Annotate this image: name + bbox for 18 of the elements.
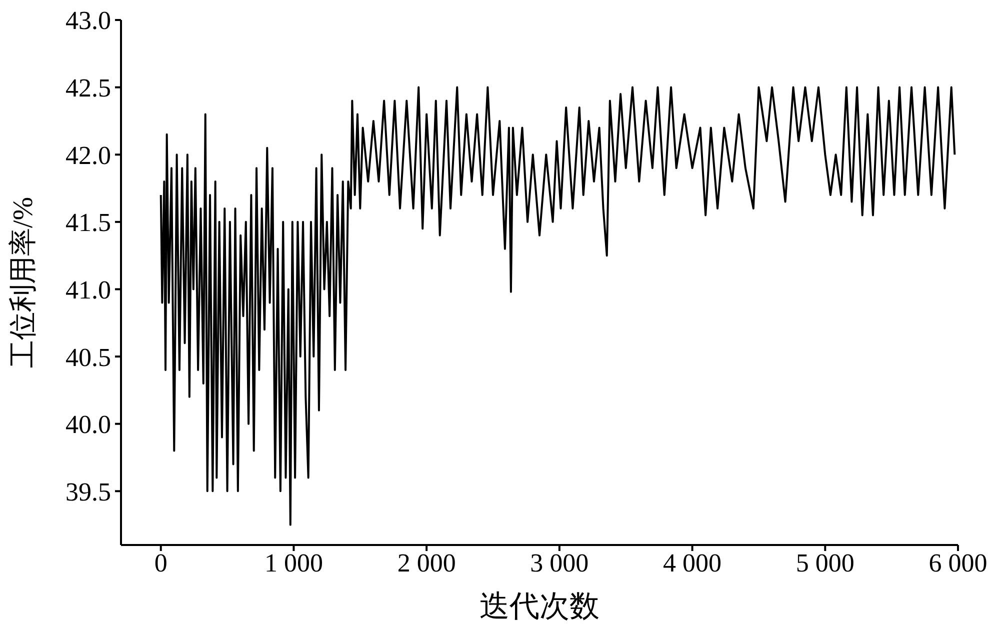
x-axis-title: 迭代次数 — [480, 590, 600, 623]
y-tick-label: 42.5 — [66, 74, 111, 103]
x-tick-label: 0 — [154, 548, 168, 578]
x-tick-label: 3 000 — [530, 548, 589, 578]
x-tick-label: 2 000 — [397, 548, 456, 578]
x-tick-label: 6 000 — [928, 548, 988, 578]
x-tick-label: 4 000 — [663, 548, 722, 578]
y-tick-label: 40.0 — [66, 410, 111, 440]
x-tick-label: 5 000 — [796, 548, 854, 578]
x-tick-label: 1 000 — [264, 548, 323, 578]
y-tick-label: 41.5 — [66, 208, 111, 238]
y-tick-label: 42.0 — [66, 140, 111, 170]
y-axis-title: 工位利用率/% — [8, 196, 39, 368]
y-tick-label: 39.5 — [66, 477, 111, 506]
y-tick-label: 40.5 — [66, 342, 111, 372]
line-series — [160, 86, 956, 526]
y-tick-label: 43.0 — [66, 6, 111, 36]
y-tick-label: 41.0 — [66, 275, 111, 304]
